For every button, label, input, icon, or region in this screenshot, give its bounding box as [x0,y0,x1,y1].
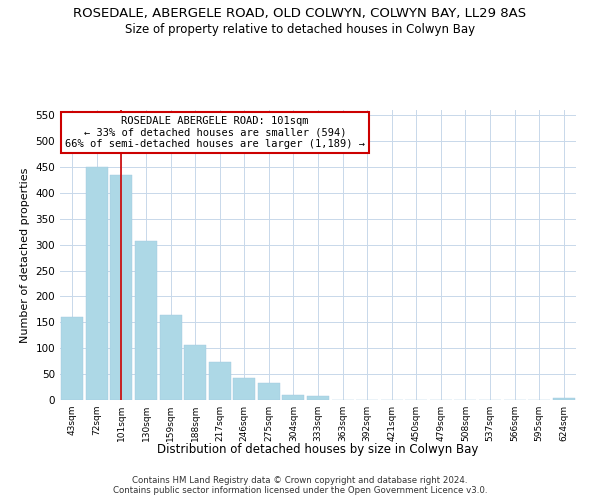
Bar [86,167,108,400]
Y-axis label: Number of detached properties: Number of detached properties [20,168,30,342]
Bar [184,344,206,400]
Bar [135,240,157,400]
Text: Distribution of detached houses by size in Colwyn Bay: Distribution of detached houses by size … [157,442,479,456]
Text: Size of property relative to detached houses in Colwyn Bay: Size of property relative to detached ho… [125,22,475,36]
Bar [110,174,133,400]
Bar [258,383,280,400]
Bar [209,362,231,400]
Bar [233,378,256,400]
Bar [283,395,304,400]
Bar [553,398,575,400]
Bar [61,317,83,400]
Text: ROSEDALE, ABERGELE ROAD, OLD COLWYN, COLWYN BAY, LL29 8AS: ROSEDALE, ABERGELE ROAD, OLD COLWYN, COL… [73,8,527,20]
Text: ROSEDALE ABERGELE ROAD: 101sqm
← 33% of detached houses are smaller (594)
66% of: ROSEDALE ABERGELE ROAD: 101sqm ← 33% of … [65,116,365,149]
Bar [307,396,329,400]
Text: Contains HM Land Registry data © Crown copyright and database right 2024.
Contai: Contains HM Land Registry data © Crown c… [113,476,487,495]
Bar [160,314,182,400]
